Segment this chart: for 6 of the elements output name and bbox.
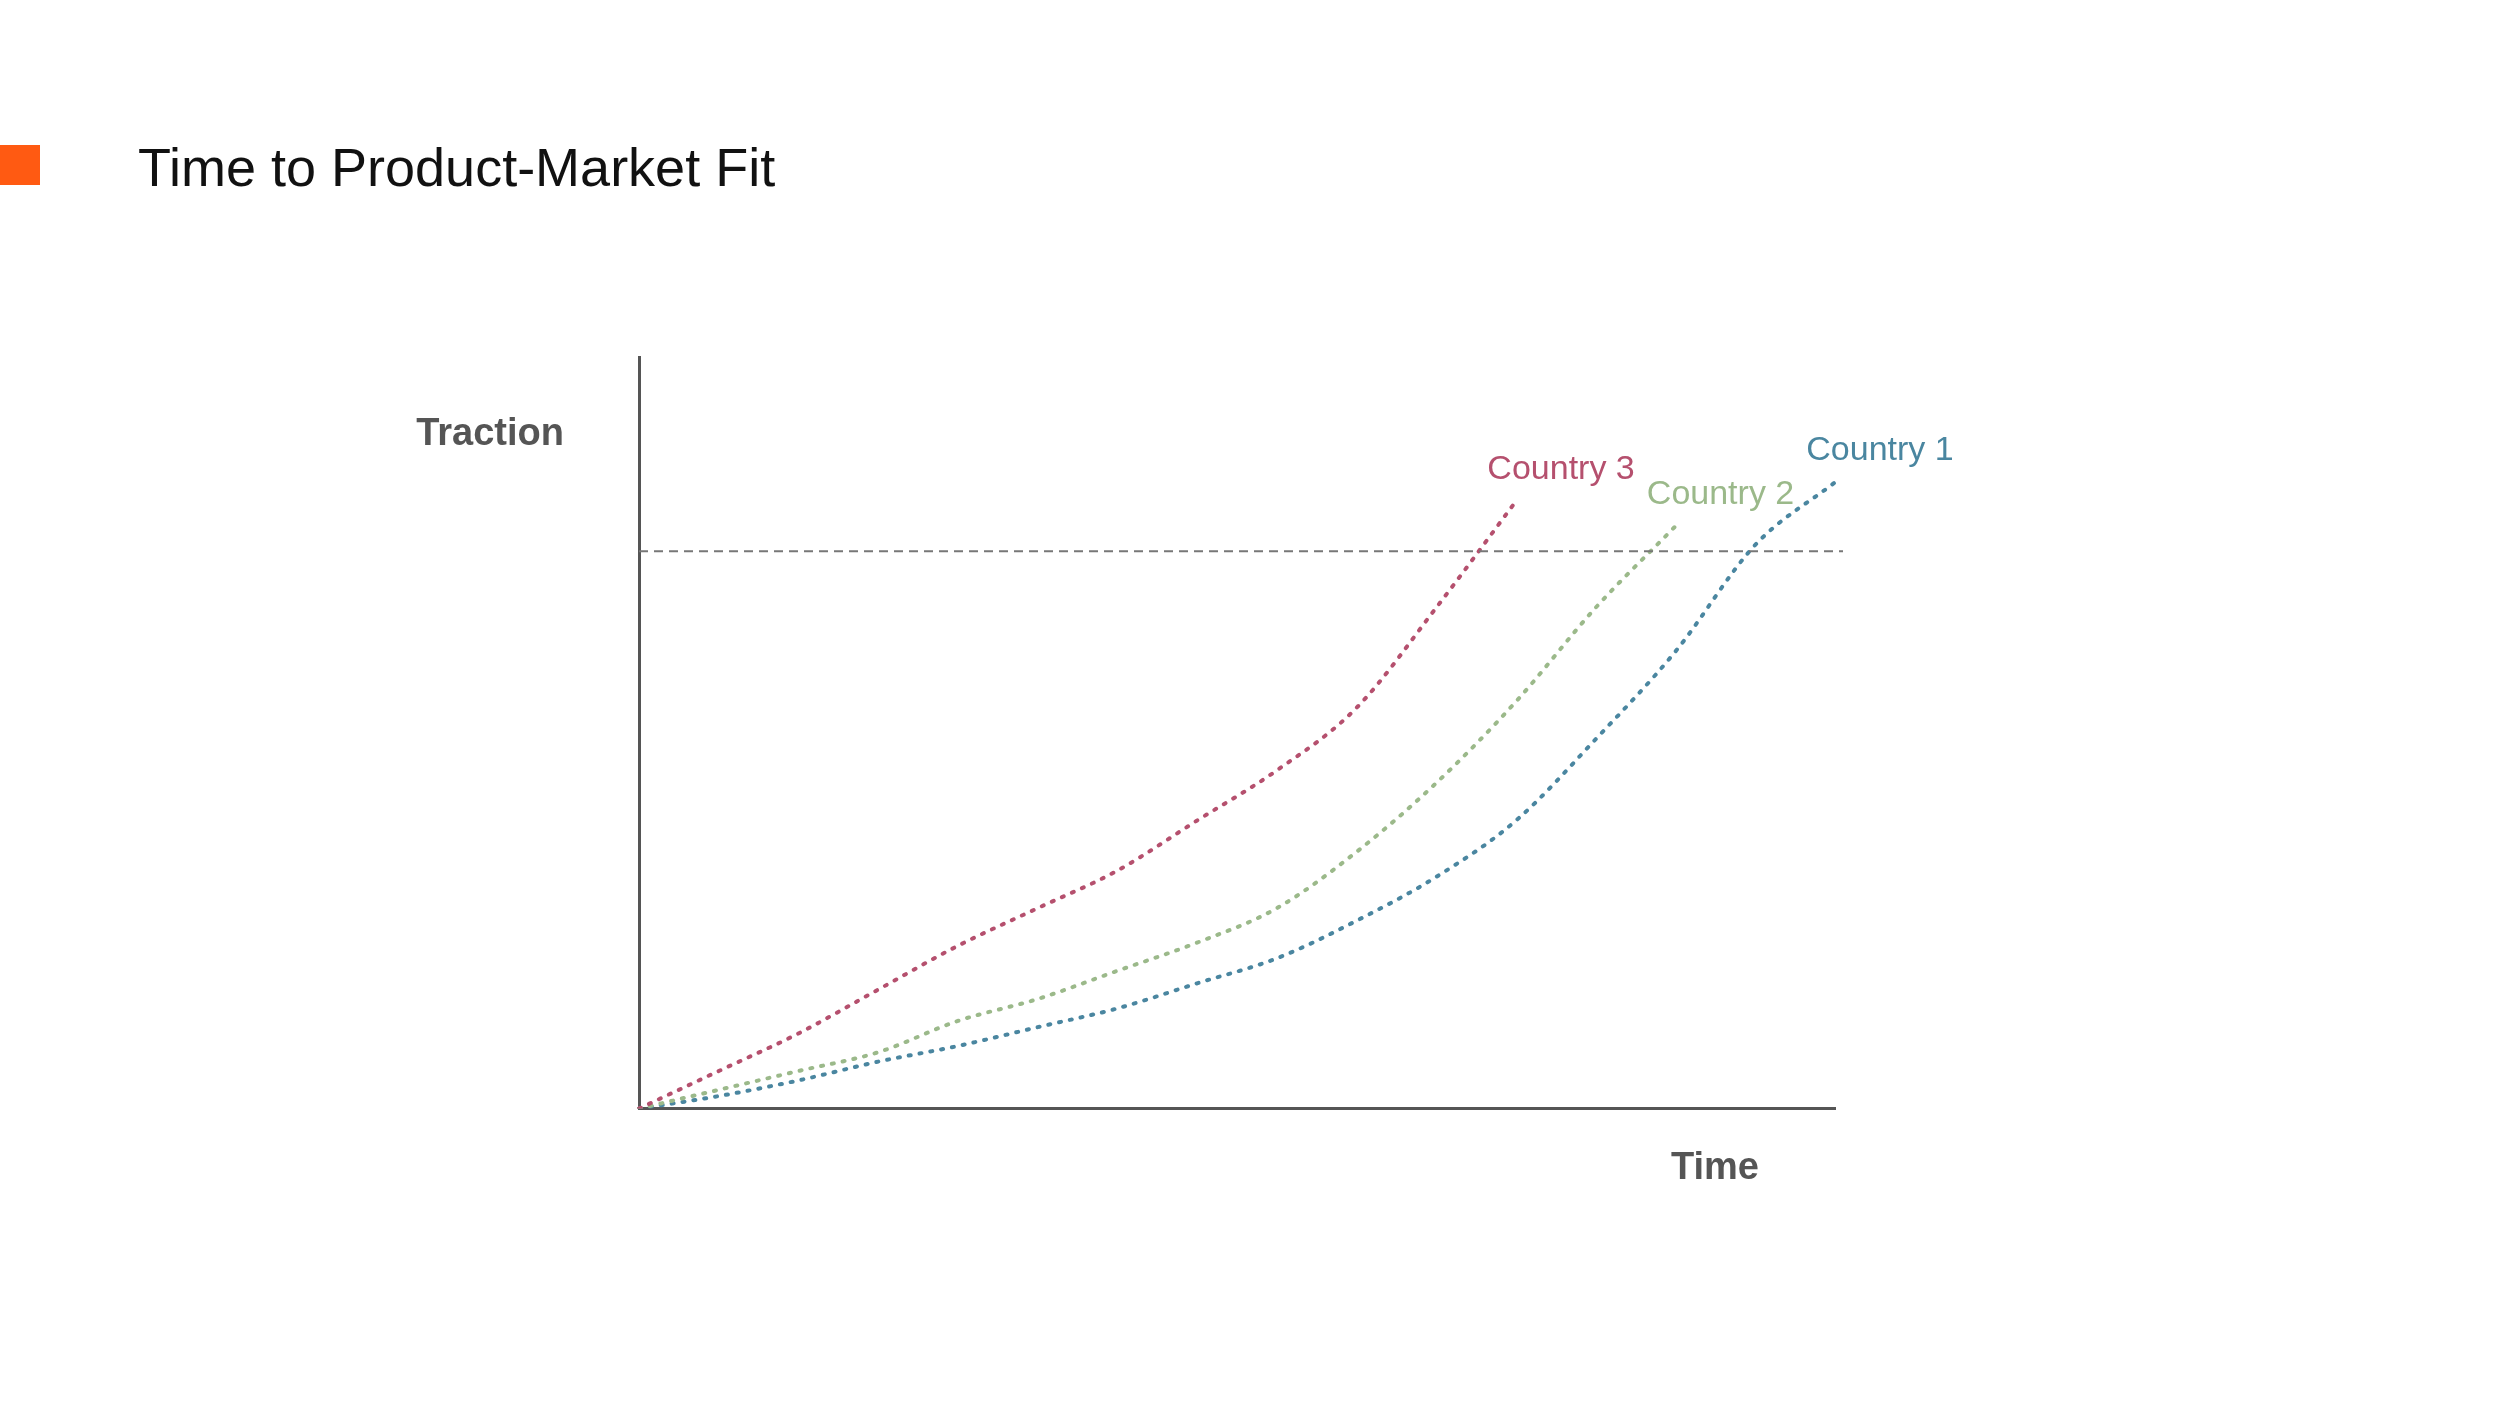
x-axis-title: Time	[1670, 1144, 1760, 1187]
chart-title: Time to Product-Market Fit	[138, 136, 776, 198]
series-label: Country 1	[1806, 429, 1954, 468]
series-label: Country 3	[1487, 448, 1635, 487]
y-axis-title: Traction	[416, 411, 564, 453]
series-label: Country 2	[1646, 473, 1795, 512]
